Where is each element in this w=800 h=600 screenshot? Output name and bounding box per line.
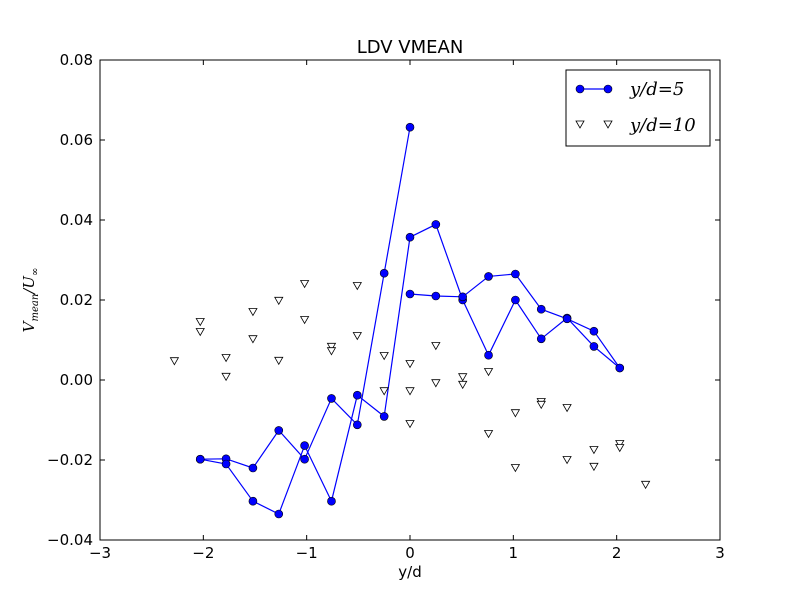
data-point-y10-36 bbox=[640, 480, 651, 490]
data-point-y5-2-5 bbox=[536, 304, 546, 314]
y-tick-label-2: 0.00 bbox=[60, 371, 93, 389]
data-point-y5-1-8 bbox=[405, 232, 415, 242]
data-point-y5-0-7 bbox=[379, 268, 389, 278]
data-point-y10-19 bbox=[405, 420, 415, 429]
data-point-y5-0-2 bbox=[248, 463, 258, 473]
data-point-y5-2-3 bbox=[484, 272, 493, 281]
data-point-y10-16 bbox=[379, 387, 389, 396]
data-point-y5-2-8 bbox=[615, 363, 625, 373]
legend-marker-y5-left bbox=[575, 84, 585, 94]
data-point-y5-1-11 bbox=[484, 350, 493, 360]
data-point-y10-27 bbox=[510, 464, 521, 473]
data-point-y5-2-0 bbox=[405, 289, 415, 299]
y-tick-label-1: −0.02 bbox=[47, 451, 93, 469]
data-point-y10-15 bbox=[379, 352, 389, 361]
y-tick-label-4: 0.04 bbox=[60, 211, 93, 229]
y-tick-label-3: 0.02 bbox=[60, 291, 93, 309]
legend-label-y5: y/d=5 bbox=[629, 79, 684, 100]
legend-box bbox=[565, 69, 711, 147]
data-point-y10-25 bbox=[483, 430, 494, 439]
y-tick-label-0: −0.04 bbox=[47, 531, 93, 549]
data-point-y10-35 bbox=[615, 444, 625, 453]
data-point-y10-32 bbox=[589, 446, 599, 455]
legend-marker-y10-left bbox=[575, 120, 585, 129]
data-point-y10-0 bbox=[169, 357, 180, 366]
data-point-y10-31 bbox=[562, 456, 572, 465]
data-point-y5-1-4 bbox=[300, 441, 309, 450]
x-tick-label-3: 0 bbox=[405, 544, 415, 562]
data-point-y5-0-6 bbox=[352, 420, 362, 430]
data-point-y5-2-4 bbox=[511, 269, 520, 279]
data-point-y5-0-5 bbox=[327, 394, 336, 403]
y-axis-label-sub: mean bbox=[30, 294, 41, 322]
series-layer bbox=[169, 122, 651, 519]
data-point-y10-23 bbox=[458, 380, 468, 390]
legend: y/d=5 y/d=10 bbox=[565, 69, 711, 147]
data-point-y10-3 bbox=[221, 354, 231, 363]
ticks-layer: −3 −2 −1 0 1 2 3 −0.04 −0.02 0.00 0.02 0.04 0.06 0.08 bbox=[47, 51, 725, 562]
y-axis-label-main: V bbox=[20, 319, 38, 332]
data-point-y5-0-3 bbox=[274, 426, 284, 435]
data-point-y10-34 bbox=[615, 440, 625, 449]
data-point-y10-2 bbox=[195, 328, 205, 337]
data-point-y10-33 bbox=[589, 462, 599, 472]
data-point-y10-20 bbox=[431, 342, 441, 351]
x-tick-label-0: −3 bbox=[89, 544, 111, 562]
data-point-y10-24 bbox=[483, 368, 494, 377]
y-axis-label: Vmean/U∞ bbox=[20, 268, 41, 333]
data-point-y5-1-7 bbox=[379, 412, 389, 421]
data-point-y5-1-3 bbox=[274, 509, 284, 519]
data-point-y10-11 bbox=[326, 342, 337, 352]
data-point-y5-1-12 bbox=[511, 295, 520, 305]
data-point-y10-12 bbox=[326, 347, 337, 356]
y-axis-label-sub2: ∞ bbox=[30, 268, 41, 276]
legend-label-y10: y/d=10 bbox=[629, 115, 696, 136]
x-tick-label-1: −2 bbox=[192, 544, 214, 562]
data-point-y10-14 bbox=[352, 332, 362, 341]
data-point-y5-1-0 bbox=[195, 454, 205, 464]
y-axis-label-mid: /U bbox=[20, 275, 38, 296]
data-point-y10-8 bbox=[274, 356, 284, 366]
data-point-y10-5 bbox=[248, 308, 258, 317]
data-point-y10-13 bbox=[352, 282, 362, 291]
data-point-y5-1-6 bbox=[352, 390, 362, 400]
legend-marker-y10-right bbox=[603, 120, 613, 129]
data-point-y5-1-5 bbox=[327, 496, 336, 506]
chart-title: LDV VMEAN bbox=[357, 37, 464, 58]
data-point-y5-1-13 bbox=[536, 334, 546, 344]
data-point-y5-1-9 bbox=[431, 220, 441, 229]
x-tick-label-5: 2 bbox=[612, 544, 622, 562]
data-point-y5-2-6 bbox=[562, 314, 572, 324]
x-tick-label-4: 1 bbox=[509, 544, 519, 562]
data-point-y10-22 bbox=[458, 373, 468, 382]
data-point-y5-0-4 bbox=[300, 454, 309, 464]
data-point-y10-1 bbox=[195, 318, 205, 327]
data-point-y5-2-1 bbox=[431, 291, 441, 301]
x-axis-label: y/d bbox=[398, 563, 421, 581]
y-tick-label-5: 0.06 bbox=[60, 131, 93, 149]
data-point-y10-21 bbox=[431, 379, 441, 388]
data-point-y5-1-2 bbox=[248, 496, 258, 506]
data-point-y5-2-7 bbox=[589, 326, 599, 336]
data-point-y10-4 bbox=[221, 372, 231, 382]
data-point-y5-1-15 bbox=[589, 342, 599, 351]
data-point-y10-17 bbox=[405, 360, 415, 369]
data-point-y5-1-1 bbox=[221, 459, 231, 469]
data-point-y10-10 bbox=[299, 316, 310, 325]
data-point-y10-7 bbox=[274, 296, 284, 306]
data-point-y10-29 bbox=[536, 400, 546, 410]
data-point-y10-26 bbox=[510, 409, 521, 418]
x-tick-label-6: 3 bbox=[715, 544, 725, 562]
data-point-y10-30 bbox=[562, 404, 572, 413]
data-point-y10-18 bbox=[405, 387, 415, 396]
y-tick-label-6: 0.08 bbox=[60, 51, 93, 69]
data-point-y10-6 bbox=[248, 335, 258, 344]
data-point-y5-0-8 bbox=[405, 122, 415, 132]
legend-marker-y5-right bbox=[603, 84, 613, 94]
x-tick-label-2: −1 bbox=[296, 544, 318, 562]
data-point-y10-9 bbox=[299, 280, 310, 289]
data-point-y5-2-2 bbox=[458, 292, 468, 302]
